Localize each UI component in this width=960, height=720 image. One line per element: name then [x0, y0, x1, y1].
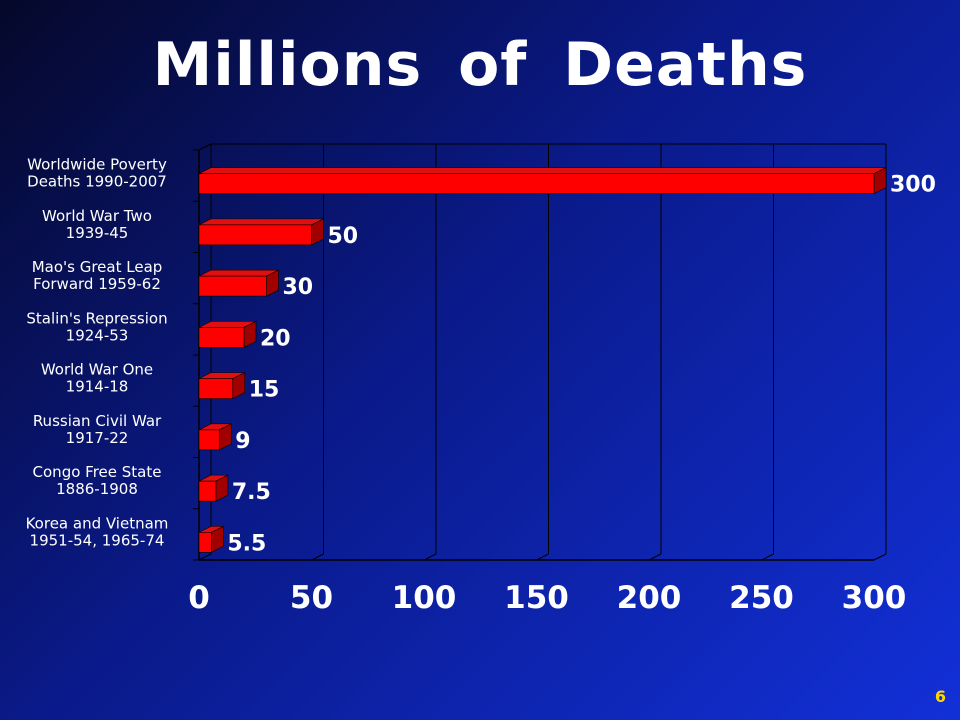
grid-floor-line	[873, 553, 887, 561]
bar-front-face	[198, 429, 220, 451]
grid-floor-line	[536, 553, 549, 561]
grid-floor-line	[761, 553, 774, 561]
bar-top-face	[198, 167, 887, 174]
x-tick-label: 150	[504, 580, 569, 616]
bar	[198, 320, 257, 348]
category-label: Russian Civil War 1917-22	[33, 412, 162, 447]
grid-floor-line	[423, 553, 437, 561]
x-tick-label: 100	[392, 580, 457, 616]
bar-value-label: 20	[260, 326, 291, 351]
grid-layer	[193, 143, 887, 561]
category-label: World War One 1914-18	[41, 361, 153, 396]
category-label: Stalin's Repression 1924-53	[26, 309, 167, 344]
bar	[198, 474, 229, 502]
bar-value-label: 30	[283, 275, 314, 300]
grid-floor-line	[198, 553, 212, 561]
bar-front-face	[198, 480, 217, 502]
category-label: World War Two 1939-45	[42, 207, 152, 242]
category-label: Congo Free State 1886-1908	[33, 463, 162, 498]
bar-value-label: 50	[328, 224, 359, 249]
x-tick-label: 0	[188, 580, 210, 616]
bar-value-label: 9	[235, 429, 250, 454]
category-label: Korea and Vietnam 1951-54, 1965-74	[26, 514, 169, 549]
bar	[198, 423, 232, 451]
bar	[198, 218, 324, 246]
bar-layer	[198, 167, 887, 553]
bar-front-face	[198, 275, 267, 297]
grid-floor-line	[311, 553, 324, 561]
bar-value-label: 300	[890, 173, 936, 198]
x-tick-label: 300	[842, 580, 907, 616]
bar	[198, 269, 279, 297]
grid-floor-line	[648, 553, 662, 561]
bar-front-face	[198, 173, 875, 194]
bar-value-label: 15	[249, 378, 280, 403]
bar	[198, 525, 224, 553]
page-title: Millions of Deaths	[152, 30, 808, 100]
category-label: Worldwide Poverty Deaths 1990-2007	[27, 156, 167, 191]
bar-value-label: 5.5	[227, 531, 266, 556]
page-number: 6	[934, 687, 946, 706]
x-tick-label: 200	[617, 580, 682, 616]
bar-front-face	[198, 224, 312, 246]
bar	[198, 167, 887, 195]
bar-top-face	[198, 218, 324, 226]
bar-front-face	[198, 378, 234, 399]
bar	[198, 372, 246, 400]
x-tick-label: 50	[290, 580, 333, 616]
x-tick-label: 250	[729, 580, 794, 616]
bar-top-face	[198, 269, 279, 277]
bar-front-face	[198, 532, 212, 553]
bar-front-face	[198, 327, 245, 348]
bar-value-label: 7.5	[232, 480, 271, 505]
axis-corner	[198, 143, 212, 151]
category-label: Mao's Great Leap Forward 1959-62	[32, 258, 163, 293]
